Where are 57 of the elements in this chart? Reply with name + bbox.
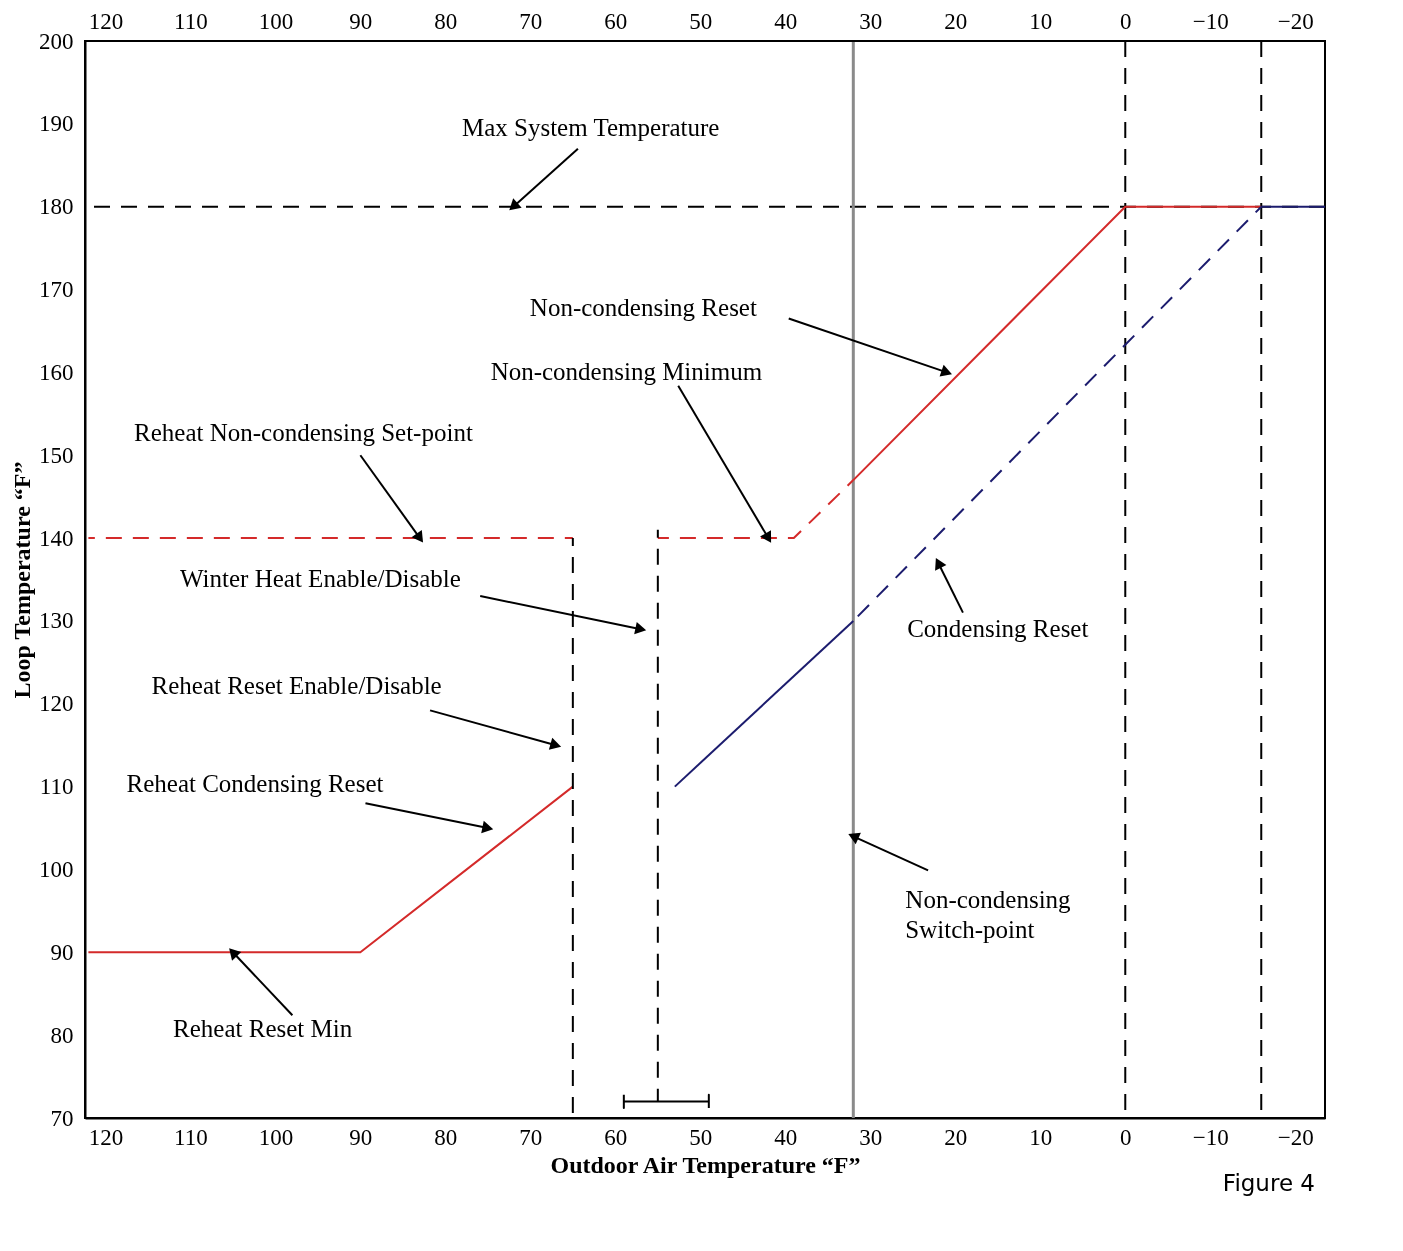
y-tick-label: 170 (39, 277, 74, 303)
annotation: Max System Temperature (461, 113, 720, 141)
x-tick-label: −10 (1192, 1124, 1229, 1150)
x-tick-label: 90 (349, 1124, 373, 1150)
x-tick-label: 120 (88, 1124, 124, 1150)
y-tick-label: 150 (39, 442, 74, 468)
x-tick-label: 40 (774, 1124, 798, 1150)
y-tick-label: 120 (39, 691, 74, 717)
annotation: Reheat Reset Enable/Disable (151, 671, 442, 699)
x-axis-title: Outdoor Air Temperature “F” (550, 1151, 861, 1178)
y-tick-label: 200 (39, 28, 74, 54)
y-tick-label: 100 (39, 856, 74, 882)
y-tick-label: 80 (50, 1022, 74, 1048)
x2-tick-label: 100 (258, 8, 294, 34)
x-tick-label: −20 (1277, 1124, 1314, 1150)
x-tick-label: 70 (519, 1124, 543, 1150)
x2-tick-label: 120 (88, 8, 124, 34)
x-tick-label: 50 (689, 1124, 713, 1150)
annotation: Reheat Reset Min (173, 1015, 353, 1043)
y-tick-label: 130 (39, 608, 74, 634)
y-axis-title: Loop Temperature “F” (9, 461, 35, 699)
x-tick-label: 60 (604, 1124, 628, 1150)
y-tick-label: 160 (39, 359, 74, 385)
annotation: Reheat Condensing Reset (126, 770, 384, 798)
x-tick-label: 100 (258, 1124, 294, 1150)
x2-tick-label: 70 (519, 8, 543, 34)
x-tick-label: 0 (1120, 1124, 1132, 1150)
x2-tick-label: 40 (774, 8, 798, 34)
y-tick-label: 90 (50, 939, 74, 965)
x-tick-label: 30 (859, 1124, 883, 1150)
x2-tick-label: −20 (1277, 8, 1314, 34)
x-tick-label: 110 (174, 1124, 208, 1150)
x-tick-label: 20 (944, 1124, 968, 1150)
x2-tick-label: 90 (349, 8, 373, 34)
annotation: Condensing Reset (907, 615, 1089, 643)
y-tick-label: 190 (39, 111, 74, 137)
annotation: Non-condensing Minimum (490, 358, 763, 386)
x2-tick-label: 60 (604, 8, 628, 34)
y-tick-label: 110 (39, 774, 74, 800)
x-tick-label: 10 (1029, 1124, 1053, 1150)
x2-tick-label: −10 (1192, 8, 1229, 34)
x2-tick-label: 10 (1029, 8, 1053, 34)
x2-tick-label: 110 (174, 8, 208, 34)
annotation: Non-condensing Reset (529, 293, 757, 321)
y-tick-label: 70 (50, 1105, 74, 1131)
caption: Figure 4 (1222, 1170, 1315, 1196)
x2-tick-label: 30 (859, 8, 883, 34)
annotation: Non-condensing Switch-point (905, 886, 1072, 944)
annotation: Reheat Non-condensing Set-point (134, 418, 473, 446)
y-tick-label: 140 (39, 525, 74, 551)
x2-tick-label: 50 (689, 8, 713, 34)
x2-tick-label: 0 (1120, 8, 1132, 34)
x2-tick-label: 80 (434, 8, 458, 34)
x-tick-label: 80 (434, 1124, 458, 1150)
annotation: Winter Heat Enable/Disable (180, 564, 461, 592)
y-tick-label: 180 (39, 194, 74, 220)
x2-tick-label: 20 (944, 8, 968, 34)
